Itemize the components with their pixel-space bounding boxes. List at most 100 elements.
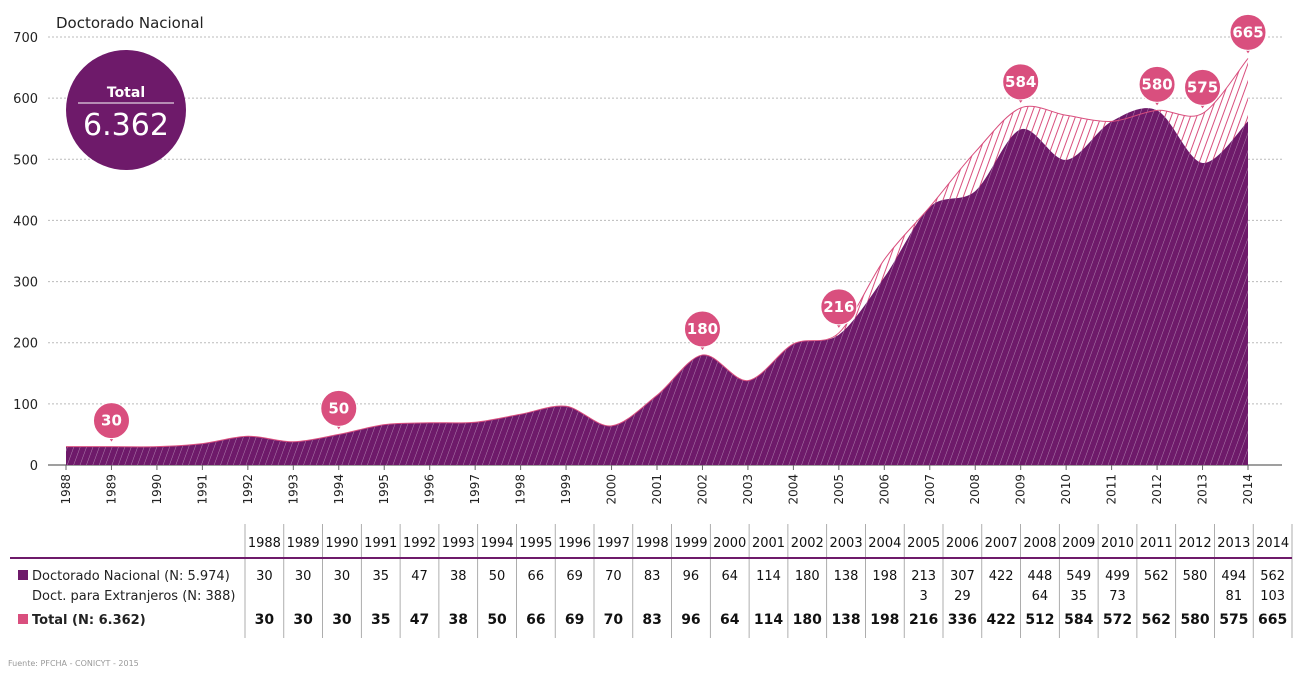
x-axis: 1988 1989 1990 1991 1992 1993 1994 1995 1996 1997… xyxy=(59,465,1255,505)
table-year-header: 1990 xyxy=(325,536,358,551)
x-tick-label: 1994 xyxy=(332,474,346,505)
callout-bubble xyxy=(1184,68,1222,106)
table-cell-extranjeros: 29 xyxy=(954,589,971,604)
x-tick-label: 1990 xyxy=(150,474,164,505)
table-cell-total: 69 xyxy=(565,612,584,628)
table-cell-nacional: 499 xyxy=(1105,569,1130,584)
callout-bubble xyxy=(92,402,130,440)
callout-label: 584 xyxy=(1005,73,1036,91)
table-year-header: 1992 xyxy=(403,536,436,551)
table-cell-nacional: 38 xyxy=(450,569,467,584)
table-year-header: 2005 xyxy=(907,536,940,551)
callout-label: 30 xyxy=(101,412,122,430)
callout-2012: 580 xyxy=(1138,65,1176,106)
table-cell-total: 30 xyxy=(255,612,275,628)
x-tick-label: 1998 xyxy=(514,474,528,505)
table-cell-nacional: 30 xyxy=(334,569,351,584)
table-cell-nacional: 50 xyxy=(489,569,506,584)
y-tick-label: 300 xyxy=(13,276,38,291)
table-cell-total: 35 xyxy=(371,612,390,628)
table-year-header: 1999 xyxy=(674,536,707,551)
x-tick-label: 1997 xyxy=(468,474,482,505)
table-cell-nacional: 448 xyxy=(1028,569,1053,584)
source-note: Fuente: PFCHA - CONICYT - 2015 xyxy=(8,659,139,668)
table-year-header: 2009 xyxy=(1062,536,1095,551)
table-cell-nacional: 580 xyxy=(1183,569,1208,584)
x-tick-label: 1995 xyxy=(377,474,391,505)
table-cell-nacional: 30 xyxy=(256,569,273,584)
table-cell-total: 665 xyxy=(1258,612,1287,628)
callout-bubble xyxy=(320,389,358,427)
callout-1989: 30 xyxy=(92,402,130,442)
callout-label: 665 xyxy=(1232,23,1263,41)
x-tick-label: 2013 xyxy=(1196,474,1210,505)
table-year-header: 1998 xyxy=(636,536,669,551)
table-cell-total: 66 xyxy=(526,612,545,628)
table-cell-nacional: 180 xyxy=(795,569,820,584)
table-cell-total: 512 xyxy=(1025,612,1054,628)
callout-bubble xyxy=(1002,63,1040,101)
data-table: 1988 1989 1990 1991 1992 1993 1994 1995 1996 1997… xyxy=(10,524,1293,638)
table-year-header: 1988 xyxy=(248,536,281,551)
legend-swatch xyxy=(18,570,28,580)
table-cell-nacional: 70 xyxy=(605,569,622,584)
x-tick-label: 1991 xyxy=(195,474,209,505)
table-year-header: 2006 xyxy=(946,536,979,551)
table-year-header: 2002 xyxy=(791,536,824,551)
table-cell-total: 30 xyxy=(293,612,313,628)
x-tick-label: 2008 xyxy=(968,474,982,505)
table-cell-total: 336 xyxy=(948,612,977,628)
table-cell-nacional: 35 xyxy=(372,569,389,584)
callout-label: 216 xyxy=(823,298,854,316)
table-year-header: 1991 xyxy=(364,536,397,551)
x-tick-label: 2007 xyxy=(923,474,937,505)
table-cell-nacional: 198 xyxy=(872,569,897,584)
x-tick-label: 2000 xyxy=(605,474,619,505)
total-badge: Total 6.362 xyxy=(66,50,186,170)
callout-label: 180 xyxy=(687,320,718,338)
callout-bubble xyxy=(1138,65,1176,103)
x-tick-label: 1999 xyxy=(559,474,573,505)
x-tick-label: 1993 xyxy=(286,474,300,505)
gridlines xyxy=(48,36,1282,466)
x-tick-label: 2014 xyxy=(1241,474,1255,505)
table-year-header: 2008 xyxy=(1023,536,1056,551)
table-cell-nacional: 114 xyxy=(756,569,781,584)
table-cell-total: 64 xyxy=(720,612,740,628)
y-tick-label: 700 xyxy=(13,31,38,46)
table-cell-total: 96 xyxy=(681,612,700,628)
chart-title: Doctorado Nacional xyxy=(56,14,204,32)
plot-areas xyxy=(66,58,1249,466)
total-badge-label: Total xyxy=(107,85,145,101)
y-tick-label: 500 xyxy=(13,153,38,168)
table-year-header: 1993 xyxy=(442,536,475,551)
table-cell-nacional: 64 xyxy=(721,569,738,584)
table-year-header: 2010 xyxy=(1101,536,1134,551)
value-callouts: 30 50 180 216 584 580 575 665 xyxy=(92,13,1267,442)
table-year-header: 2013 xyxy=(1217,536,1250,551)
table-year-header: 1995 xyxy=(519,536,552,551)
table-year-header: 1997 xyxy=(597,536,630,551)
table-year-header: 1996 xyxy=(558,536,591,551)
x-tick-label: 2006 xyxy=(877,474,891,505)
table-cell-total: 50 xyxy=(487,612,507,628)
table-cell-extranjeros: 3 xyxy=(919,589,927,604)
table-cell-nacional: 213 xyxy=(911,569,936,584)
table-cell-nacional: 549 xyxy=(1066,569,1091,584)
table-cell-total: 70 xyxy=(604,612,624,628)
table-cell-nacional: 562 xyxy=(1260,569,1285,584)
table-cell-nacional: 69 xyxy=(566,569,583,584)
table-cell-nacional: 562 xyxy=(1144,569,1169,584)
table-cell-total: 47 xyxy=(410,612,429,628)
table-cell-extranjeros: 73 xyxy=(1109,589,1126,604)
callout-label: 50 xyxy=(328,399,349,417)
table-cell-total: 198 xyxy=(870,612,899,628)
table-cell-total: 562 xyxy=(1142,612,1171,628)
x-tick-label: 1988 xyxy=(59,474,73,505)
callout-2013: 575 xyxy=(1184,68,1222,109)
table-year-header: 2011 xyxy=(1140,536,1173,551)
table-cell-nacional: 422 xyxy=(989,569,1014,584)
table-cell-extranjeros: 64 xyxy=(1032,589,1049,604)
x-tick-label: 2005 xyxy=(832,474,846,505)
